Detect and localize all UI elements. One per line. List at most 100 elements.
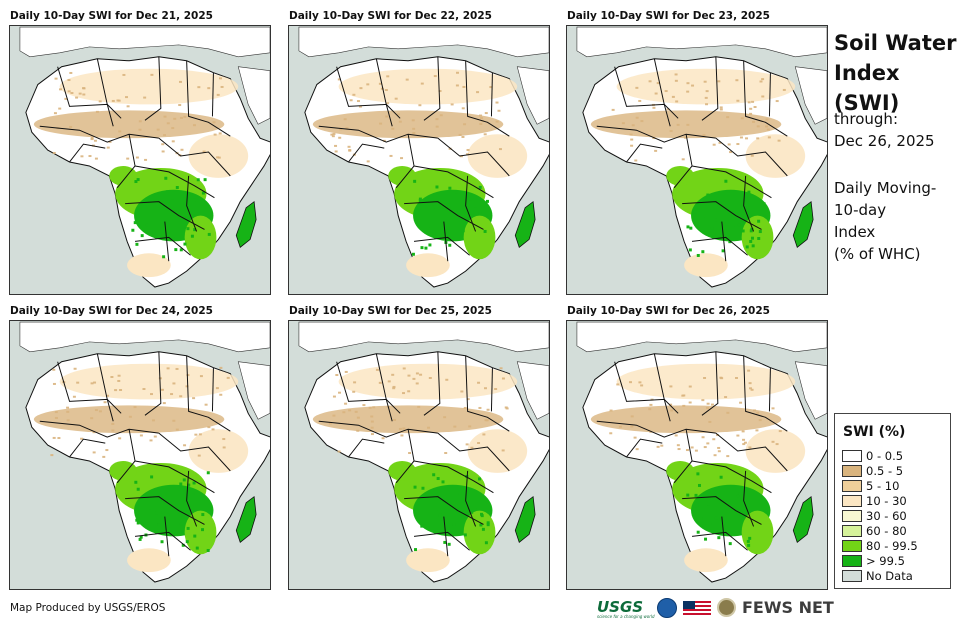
country-border bbox=[413, 460, 494, 494]
country-border bbox=[691, 531, 748, 551]
tan-speckle bbox=[178, 104, 182, 107]
tan-speckle bbox=[703, 80, 707, 83]
tan-speckle bbox=[67, 90, 71, 93]
tan-speckle bbox=[504, 406, 508, 409]
green-speckle bbox=[207, 232, 211, 236]
green-speckle bbox=[183, 242, 187, 246]
green-speckle bbox=[206, 471, 210, 475]
tan-speckle bbox=[408, 452, 412, 455]
country-border bbox=[144, 351, 162, 416]
tan-speckle bbox=[66, 406, 70, 409]
green-speckle bbox=[443, 540, 447, 544]
tan-speckle bbox=[747, 369, 751, 372]
green-speckle bbox=[470, 510, 474, 514]
green-speckle bbox=[686, 493, 690, 497]
tan-speckle bbox=[119, 389, 123, 391]
tan-speckle bbox=[670, 409, 674, 412]
tan-speckle bbox=[72, 395, 76, 398]
green-speckle bbox=[750, 236, 754, 240]
panel-title-3: Daily 10-Day SWI for Dec 23, 2025 bbox=[567, 10, 770, 22]
green-speckle bbox=[420, 524, 424, 528]
tan-speckle bbox=[211, 428, 215, 431]
tan-speckle bbox=[691, 84, 695, 87]
green-speckle bbox=[427, 201, 431, 205]
tan-speckle bbox=[118, 130, 122, 133]
green-speckle bbox=[704, 214, 708, 218]
west-coast-wet-area bbox=[109, 165, 138, 186]
tan-speckle bbox=[629, 133, 633, 136]
arabia-land bbox=[516, 66, 549, 125]
tan-speckle bbox=[415, 372, 419, 375]
tan-speckle bbox=[172, 382, 176, 385]
country-border bbox=[768, 72, 771, 117]
tan-speckle bbox=[674, 73, 678, 76]
tan-speckle bbox=[150, 73, 154, 76]
green-speckle bbox=[432, 473, 436, 477]
map-svg bbox=[10, 321, 270, 588]
tan-speckle bbox=[353, 381, 357, 384]
tan-speckle bbox=[609, 432, 613, 435]
tan-speckle bbox=[347, 145, 351, 148]
green-speckle bbox=[160, 540, 164, 544]
tan-speckle bbox=[161, 150, 165, 153]
tan-speckle bbox=[217, 156, 221, 159]
green-speckle bbox=[411, 252, 415, 256]
tan-speckle bbox=[756, 125, 760, 128]
tan-speckle bbox=[743, 441, 747, 444]
tan-speckle bbox=[640, 384, 644, 387]
green-speckle bbox=[431, 205, 435, 209]
green-speckle bbox=[148, 509, 152, 513]
tan-speckle bbox=[741, 430, 745, 433]
country-border bbox=[743, 175, 755, 232]
green-speckle bbox=[749, 229, 753, 233]
tan-speckle bbox=[654, 149, 658, 152]
tan-speckle bbox=[771, 440, 775, 443]
tan-speckle bbox=[117, 374, 121, 377]
tan-speckle bbox=[618, 425, 622, 428]
europe-land bbox=[576, 26, 827, 58]
tan-speckle bbox=[749, 387, 752, 390]
tan-speckle bbox=[703, 377, 707, 379]
tan-speckle bbox=[194, 433, 198, 436]
tan-speckle bbox=[443, 416, 447, 419]
tan-speckle bbox=[706, 442, 710, 445]
tan-speckle bbox=[111, 422, 115, 425]
tan-speckle bbox=[433, 75, 437, 78]
country-border bbox=[490, 367, 493, 412]
tan-speckle bbox=[82, 93, 86, 96]
tan-speckle bbox=[212, 121, 216, 124]
tan-speckle bbox=[199, 375, 203, 378]
tan-speckle bbox=[153, 435, 157, 438]
tan-speckle bbox=[175, 428, 179, 431]
tan-speckle bbox=[420, 82, 424, 85]
madagascar bbox=[514, 495, 536, 543]
tan-speckle bbox=[609, 409, 613, 412]
tan-speckle bbox=[501, 377, 505, 380]
tan-speckle bbox=[630, 144, 634, 147]
green-speckle bbox=[750, 227, 754, 231]
tan-speckle bbox=[118, 437, 122, 440]
green-speckle bbox=[744, 506, 748, 510]
tan-speckle bbox=[179, 395, 183, 398]
tan-speckle bbox=[69, 71, 73, 74]
green-speckle bbox=[717, 536, 721, 540]
country-border bbox=[158, 137, 231, 177]
swi-map-dec-23 bbox=[566, 25, 828, 295]
country-border bbox=[134, 236, 191, 256]
country-border bbox=[423, 56, 441, 121]
tan-speckle bbox=[468, 425, 472, 428]
green-speckle bbox=[135, 242, 139, 246]
green-speckle bbox=[483, 229, 487, 233]
country-border bbox=[134, 460, 215, 494]
tan-speckle bbox=[172, 419, 176, 422]
arabia-land bbox=[794, 66, 827, 125]
swi-map-dec-25 bbox=[288, 320, 550, 590]
southern-tan-area bbox=[127, 253, 171, 278]
tan-speckle bbox=[484, 112, 488, 115]
tan-speckle bbox=[93, 381, 97, 384]
tan-speckle bbox=[219, 393, 223, 396]
tan-speckle bbox=[138, 128, 142, 131]
green-speckle bbox=[133, 221, 137, 225]
tan-speckle bbox=[402, 367, 406, 370]
green-speckle bbox=[478, 211, 482, 215]
